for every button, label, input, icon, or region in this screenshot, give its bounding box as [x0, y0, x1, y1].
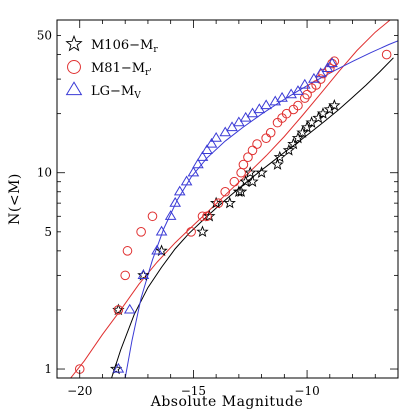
- data-point-star: [234, 185, 248, 198]
- data-point-triangle: [314, 67, 327, 78]
- fit-curve-3: [124, 40, 398, 378]
- data-point-circle: [243, 152, 253, 162]
- data-point-triangle: [308, 72, 320, 83]
- data-point-triangle: [205, 137, 218, 148]
- data-point-triangle: [210, 131, 222, 142]
- data-point-star: [109, 362, 123, 375]
- data-point-circle: [318, 68, 328, 79]
- data-point-circle: [113, 305, 124, 315]
- data-point-circle: [381, 49, 392, 60]
- data-point-triangle: [326, 57, 338, 68]
- data-point-star: [328, 99, 341, 111]
- data-point-triangle: [164, 210, 177, 220]
- x-tick-label: −10: [294, 384, 319, 398]
- data-point-star: [244, 166, 257, 178]
- data-point-triangle: [276, 91, 288, 102]
- data-point-star: [223, 196, 236, 209]
- data-point-triangle: [169, 196, 182, 207]
- data-point-star: [255, 166, 268, 178]
- data-point-circle: [120, 270, 130, 281]
- data-point-star: [203, 209, 216, 222]
- data-point-triangle: [298, 78, 311, 89]
- x-tick-label: −20: [67, 384, 92, 398]
- data-point-star: [282, 143, 296, 156]
- data-point-triangle: [226, 121, 238, 132]
- legend-label: M106−Mr: [91, 38, 158, 55]
- plot-frame: [56, 19, 399, 379]
- data-point-circle: [213, 198, 224, 208]
- data-point-triangle: [123, 303, 136, 314]
- legend-marker-triangle: [65, 81, 83, 96]
- data-point-triangle: [187, 166, 200, 177]
- data-point-circle: [252, 139, 262, 149]
- data-point-circle: [325, 63, 335, 74]
- y-tick-label: 5: [44, 225, 52, 239]
- data-point-circle: [197, 211, 208, 222]
- data-point-circle: [122, 246, 133, 256]
- data-point-triangle: [173, 185, 186, 196]
- data-point-circle: [202, 211, 212, 222]
- y-axis-label: N(<M): [7, 173, 23, 225]
- x-axis-label: Absolute Magnitude: [150, 394, 304, 410]
- data-point-triangle: [321, 62, 334, 73]
- data-point-triangle: [260, 99, 272, 110]
- data-point-circle: [147, 211, 158, 222]
- data-point-circle: [186, 227, 196, 237]
- data-point-circle: [261, 133, 271, 143]
- data-point-triangle: [155, 225, 168, 236]
- legend-label: M81−Mr': [91, 61, 152, 78]
- data-point-star: [196, 225, 209, 238]
- y-tick-label: 10: [37, 166, 52, 180]
- data-point-star: [209, 196, 223, 209]
- legend-marker-circle: [67, 60, 81, 74]
- data-point-triangle: [196, 151, 209, 161]
- data-point-star: [137, 268, 150, 281]
- data-point-star: [271, 158, 284, 170]
- data-point-star: [316, 107, 330, 119]
- fit-curve-1: [111, 57, 394, 378]
- data-point-triangle: [151, 244, 163, 255]
- axis-ticks: [56, 19, 399, 378]
- data-point-circle: [238, 159, 249, 170]
- legend-label: LG−MV: [91, 84, 141, 101]
- data-point-triangle: [112, 362, 125, 373]
- data-point-star: [287, 137, 300, 150]
- data-point-triangle: [180, 175, 193, 186]
- data-point-triangle: [292, 85, 304, 95]
- data-point-circle: [247, 145, 258, 156]
- data-point-star: [273, 150, 286, 163]
- data-point-circle: [265, 127, 276, 138]
- legend: M106−Mr M81−Mr' LG−MV: [65, 34, 158, 101]
- data-point-circle: [236, 167, 246, 178]
- data-point-circle: [293, 100, 303, 111]
- axis-tick-labels: −20 −15 −10 1 5 10 50: [37, 29, 320, 398]
- y-tick-label: 1: [44, 362, 52, 376]
- y-tick-label: 50: [37, 29, 52, 43]
- data-point-circle: [311, 80, 321, 90]
- data-point-circle: [136, 227, 146, 237]
- data-point-star: [291, 131, 305, 144]
- data-point-circle: [220, 186, 231, 197]
- data-point-circle: [281, 108, 292, 119]
- data-point-star: [296, 126, 309, 138]
- data-point-star: [246, 175, 259, 187]
- data-point-circle: [272, 117, 283, 128]
- x-tick-label: −15: [181, 384, 206, 398]
- data-points: [74, 49, 392, 375]
- legend-marker-star: [65, 34, 83, 52]
- data-point-circle: [229, 176, 240, 187]
- data-point-triangle: [192, 158, 204, 169]
- data-point-triangle: [219, 126, 232, 137]
- data-point-triangle: [201, 144, 213, 154]
- data-point-triangle: [137, 269, 150, 279]
